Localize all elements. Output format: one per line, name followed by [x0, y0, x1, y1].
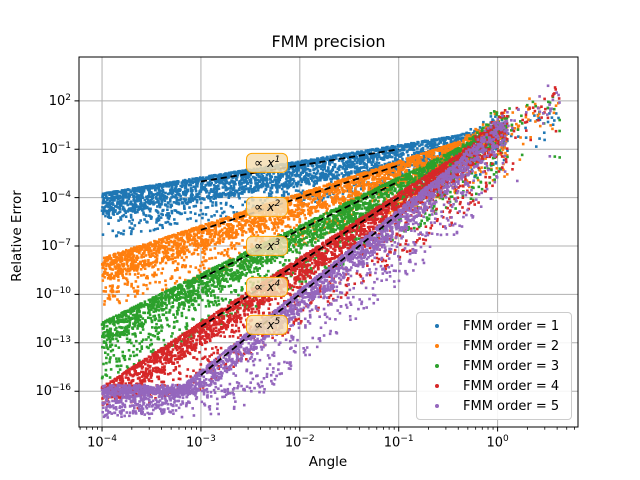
legend-marker-dot: [435, 364, 439, 368]
legend-marker-dot: [435, 324, 439, 328]
legend-marker-dot: [435, 404, 439, 408]
chart-title: FMM precision: [271, 32, 386, 51]
x-axis-label: Angle: [308, 454, 348, 470]
y-axis-label: Relative Error: [9, 190, 25, 282]
y-tick-label: 10−7: [41, 237, 71, 255]
annotation-propto-x5: ∝ x5: [246, 315, 289, 336]
legend: FMM order = 1 FMM order = 2 FMM order = 3 F…: [416, 312, 572, 420]
x-tick-label: 10−2: [284, 434, 315, 451]
y-tick-label: 10−10: [35, 286, 71, 303]
legend-item-label: FMM order = 2: [463, 338, 560, 354]
legend-item-label: FMM order = 3: [463, 358, 560, 374]
y-tick-label: 10−1: [41, 141, 71, 158]
legend-item: FMM order = 5: [417, 396, 571, 416]
legend-item-label: FMM order = 1: [463, 318, 560, 334]
legend-item: FMM order = 2: [417, 336, 571, 356]
legend-item: FMM order = 4: [417, 376, 571, 396]
annotation-propto-x3: ∝ x3: [246, 235, 289, 256]
legend-marker-dot: [435, 384, 439, 388]
x-tick-label: 10−3: [186, 434, 216, 451]
annotation-propto-x1: ∝ x1: [246, 152, 289, 173]
x-tick-label: 10−1: [383, 434, 414, 451]
y-tick-label: 10−16: [35, 383, 71, 400]
y-tick-label: 10−13: [35, 334, 71, 351]
annotation-propto-x4: ∝ x4: [246, 277, 289, 298]
legend-item-label: FMM order = 5: [463, 398, 560, 414]
y-tick-label: 10−4: [41, 189, 71, 206]
x-tick-label: 100: [486, 434, 509, 451]
legend-marker-dot: [435, 344, 439, 348]
y-tick-label: 102: [48, 92, 71, 110]
legend-item: FMM order = 3: [417, 356, 571, 376]
x-tick-label: 10−4: [87, 434, 117, 451]
legend-item: FMM order = 1: [417, 316, 571, 336]
legend-item-label: FMM order = 4: [463, 378, 560, 394]
annotation-propto-x2: ∝ x2: [246, 196, 289, 217]
